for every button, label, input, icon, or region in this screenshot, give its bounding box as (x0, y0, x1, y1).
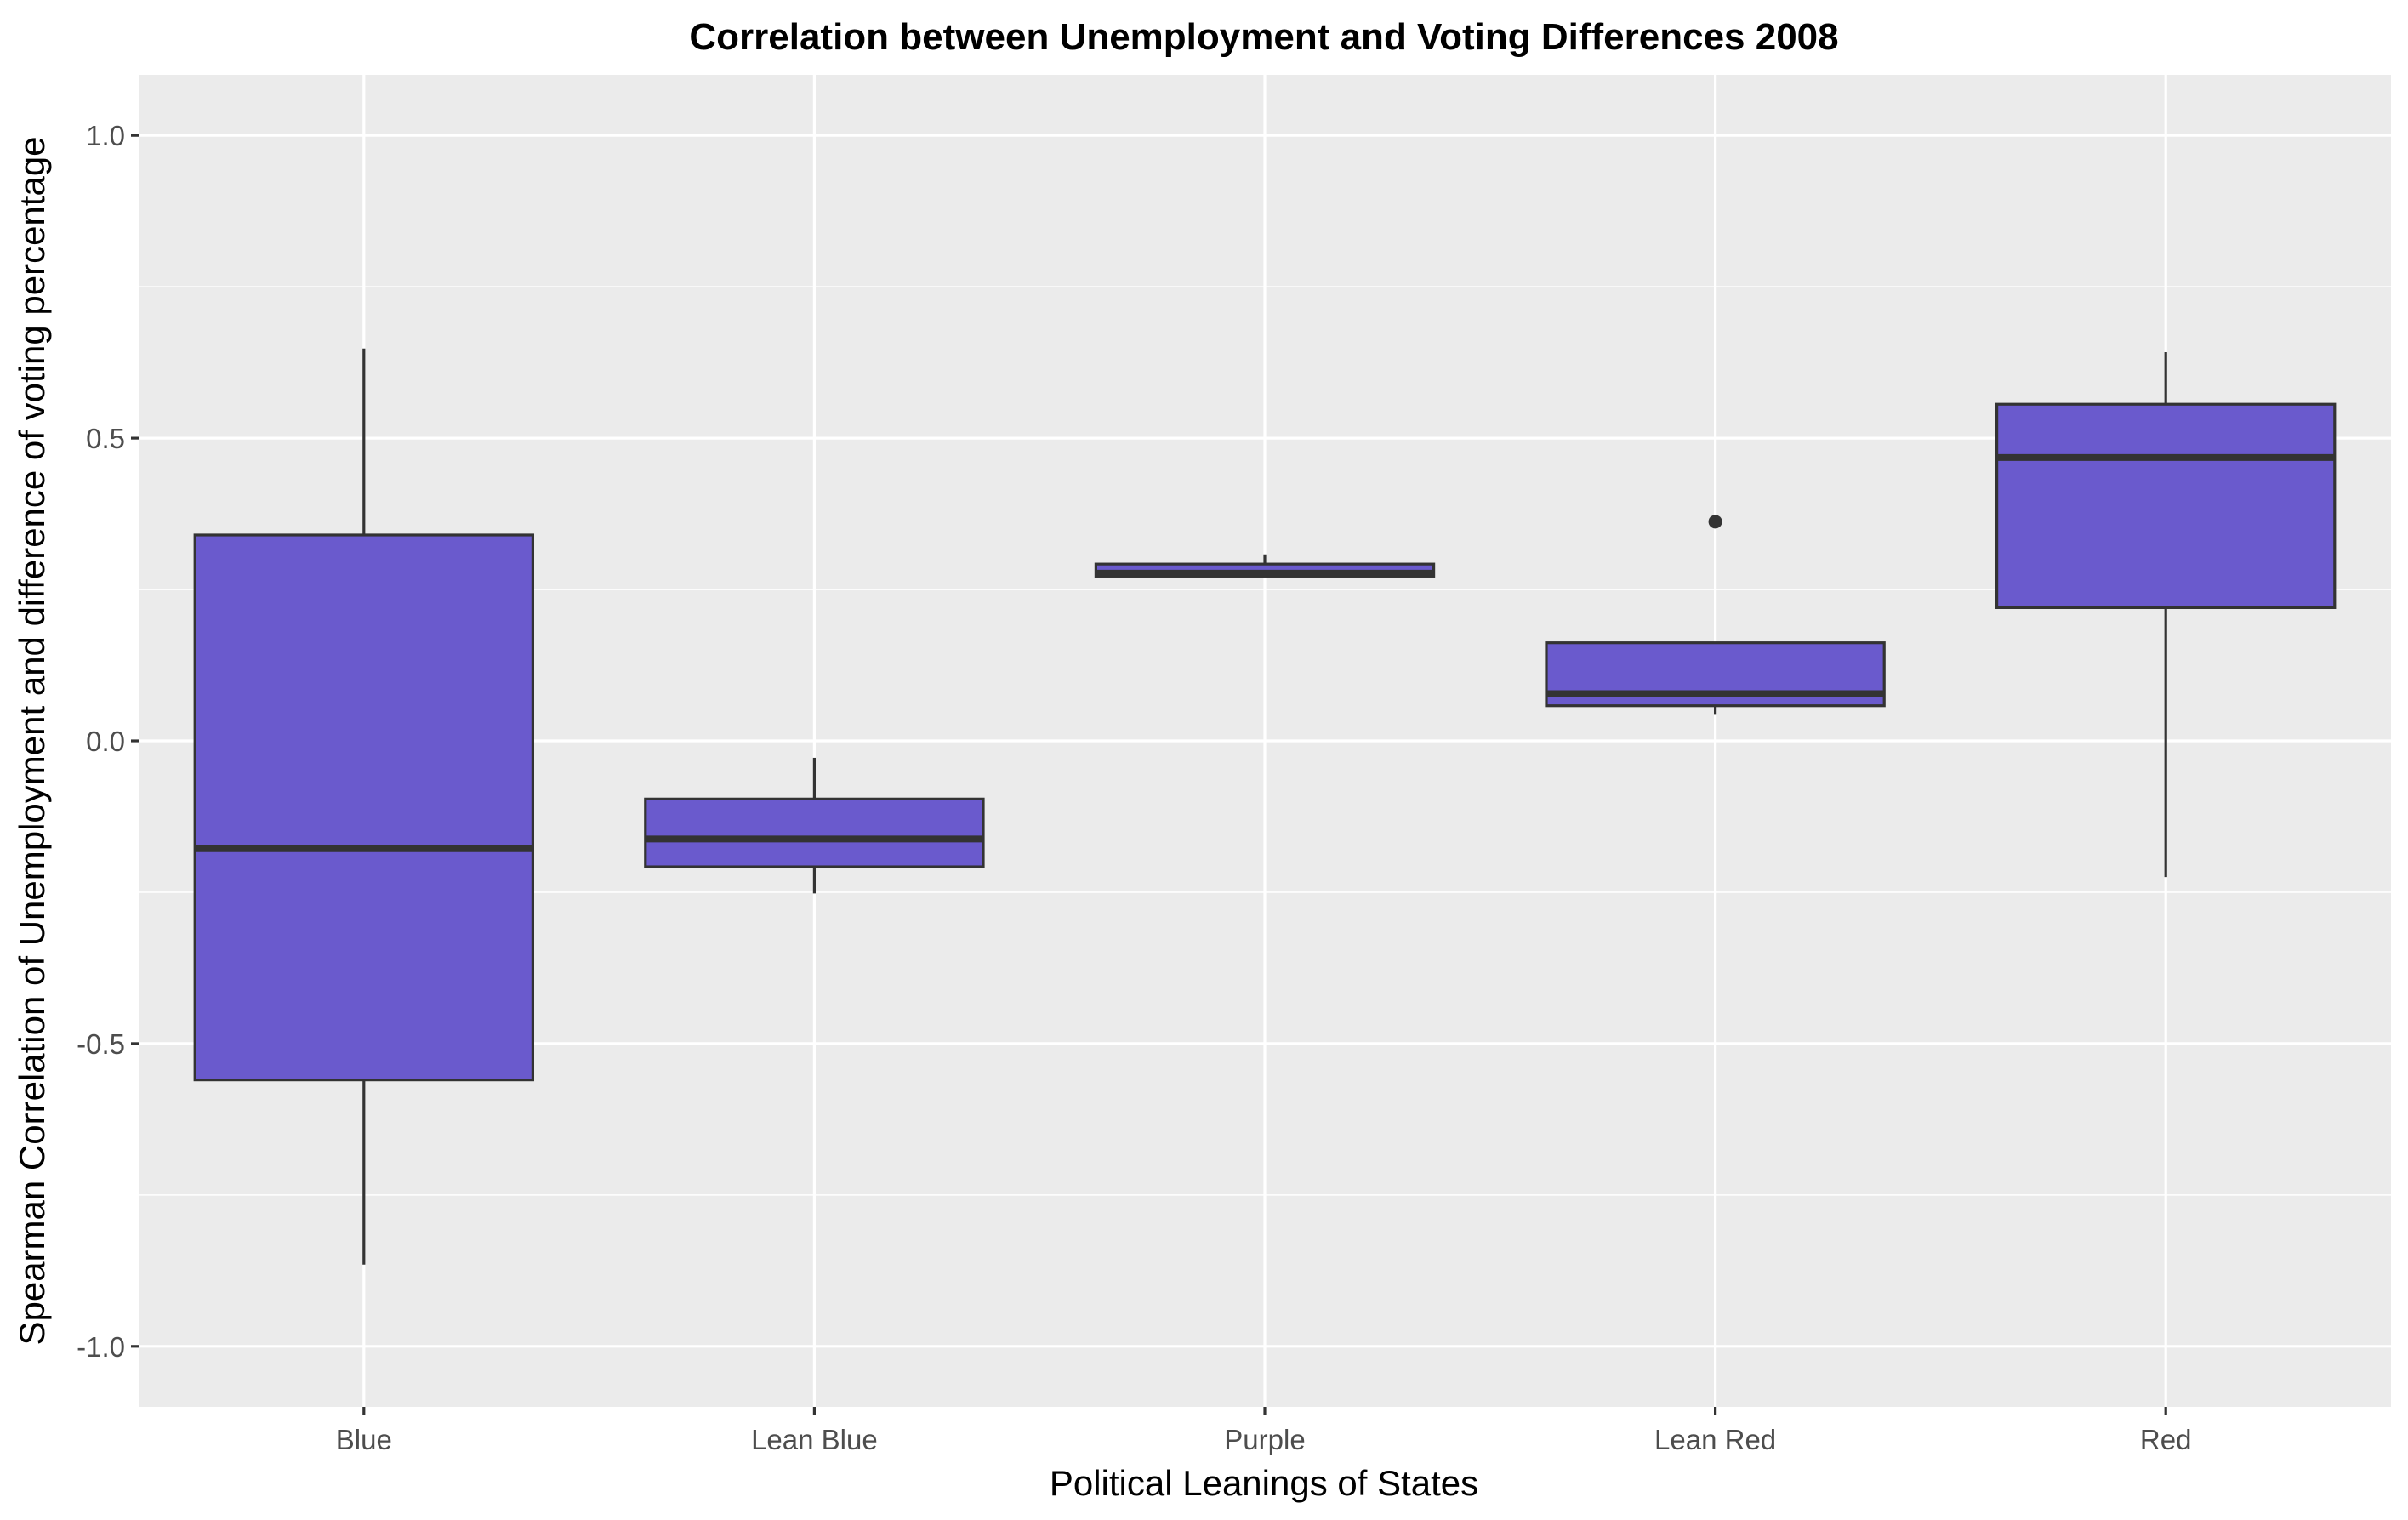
x-tick-label: Blue (336, 1424, 392, 1455)
box-body (644, 797, 985, 868)
y-tick-label: -1.0 (77, 1331, 125, 1363)
y-axis-title: Spearman Correlation of Unemployment and… (12, 136, 52, 1345)
box-red (1995, 352, 2337, 878)
x-axis-title: Political Leanings of States (1050, 1463, 1478, 1503)
box-lean-blue (644, 757, 985, 894)
x-tick-label: Lean Red (1654, 1424, 1776, 1455)
box-lean-red (1545, 515, 1886, 715)
chart-title: Correlation between Unemployment and Vot… (689, 16, 1838, 58)
axes: -1.0 -0.5 0.0 0.5 1.0 Blue Lean Blue Purple Lean… (77, 120, 2191, 1455)
y-tick-label: 1.0 (86, 120, 125, 151)
x-tick-label: Lean Blue (751, 1424, 878, 1455)
x-tick-label: Purple (1224, 1424, 1305, 1455)
y-tick-label: 0.0 (86, 726, 125, 757)
box-body (193, 533, 535, 1082)
y-tick-label: -0.5 (77, 1028, 125, 1060)
box-body (1995, 402, 2337, 610)
y-tick-label: 0.5 (86, 423, 125, 454)
outlier-point (1708, 515, 1722, 529)
x-tick-label: Red (2140, 1424, 2192, 1455)
box-purple (1094, 554, 1436, 578)
boxes (193, 348, 2337, 1265)
box-blue (193, 348, 535, 1265)
